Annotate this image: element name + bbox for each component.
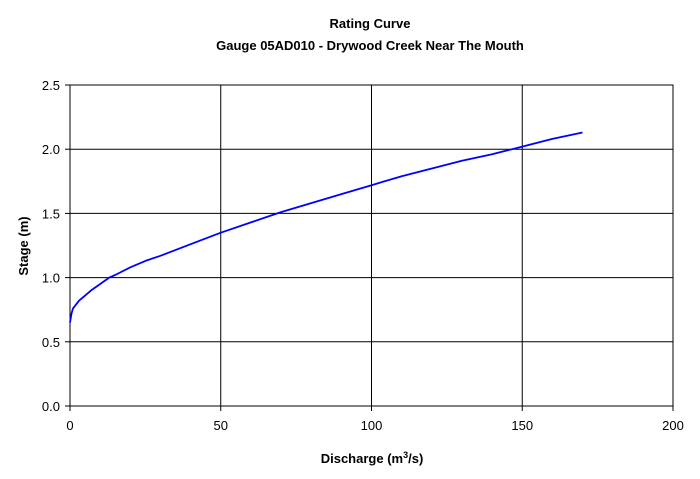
x-axis-label: Discharge (m3/s) (321, 450, 424, 466)
x-axis-ticks: 0 50 100 150 200 (66, 406, 684, 433)
y-tick-label: 0.5 (42, 335, 60, 350)
x-tick-label: 150 (511, 418, 533, 433)
y-axis-ticks: 0.0 0.5 1.0 1.5 2.0 2.5 (42, 78, 70, 414)
x-tick-label: 0 (66, 418, 73, 433)
series-line (69, 131, 583, 323)
x-tick-label: 50 (214, 418, 228, 433)
x-axis-label-prefix: Discharge (m (321, 451, 403, 466)
y-tick-label: 0.0 (42, 399, 60, 414)
x-tick-label: 100 (361, 418, 383, 433)
y-tick-label: 1.0 (42, 271, 60, 286)
x-axis-label-superscript: 3 (403, 450, 408, 460)
y-tick-label: 2.5 (42, 78, 60, 93)
chart-subtitle: Gauge 05AD010 - Drywood Creek Near The M… (216, 38, 524, 53)
series-layer (69, 131, 583, 323)
chart-title: Rating Curve (330, 16, 411, 31)
y-tick-label: 2.0 (42, 142, 60, 157)
x-axis-label-suffix: /s) (408, 451, 423, 466)
y-axis-label: Stage (m) (16, 216, 31, 275)
y-tick-label: 1.5 (42, 206, 60, 221)
x-tick-label: 200 (662, 418, 684, 433)
